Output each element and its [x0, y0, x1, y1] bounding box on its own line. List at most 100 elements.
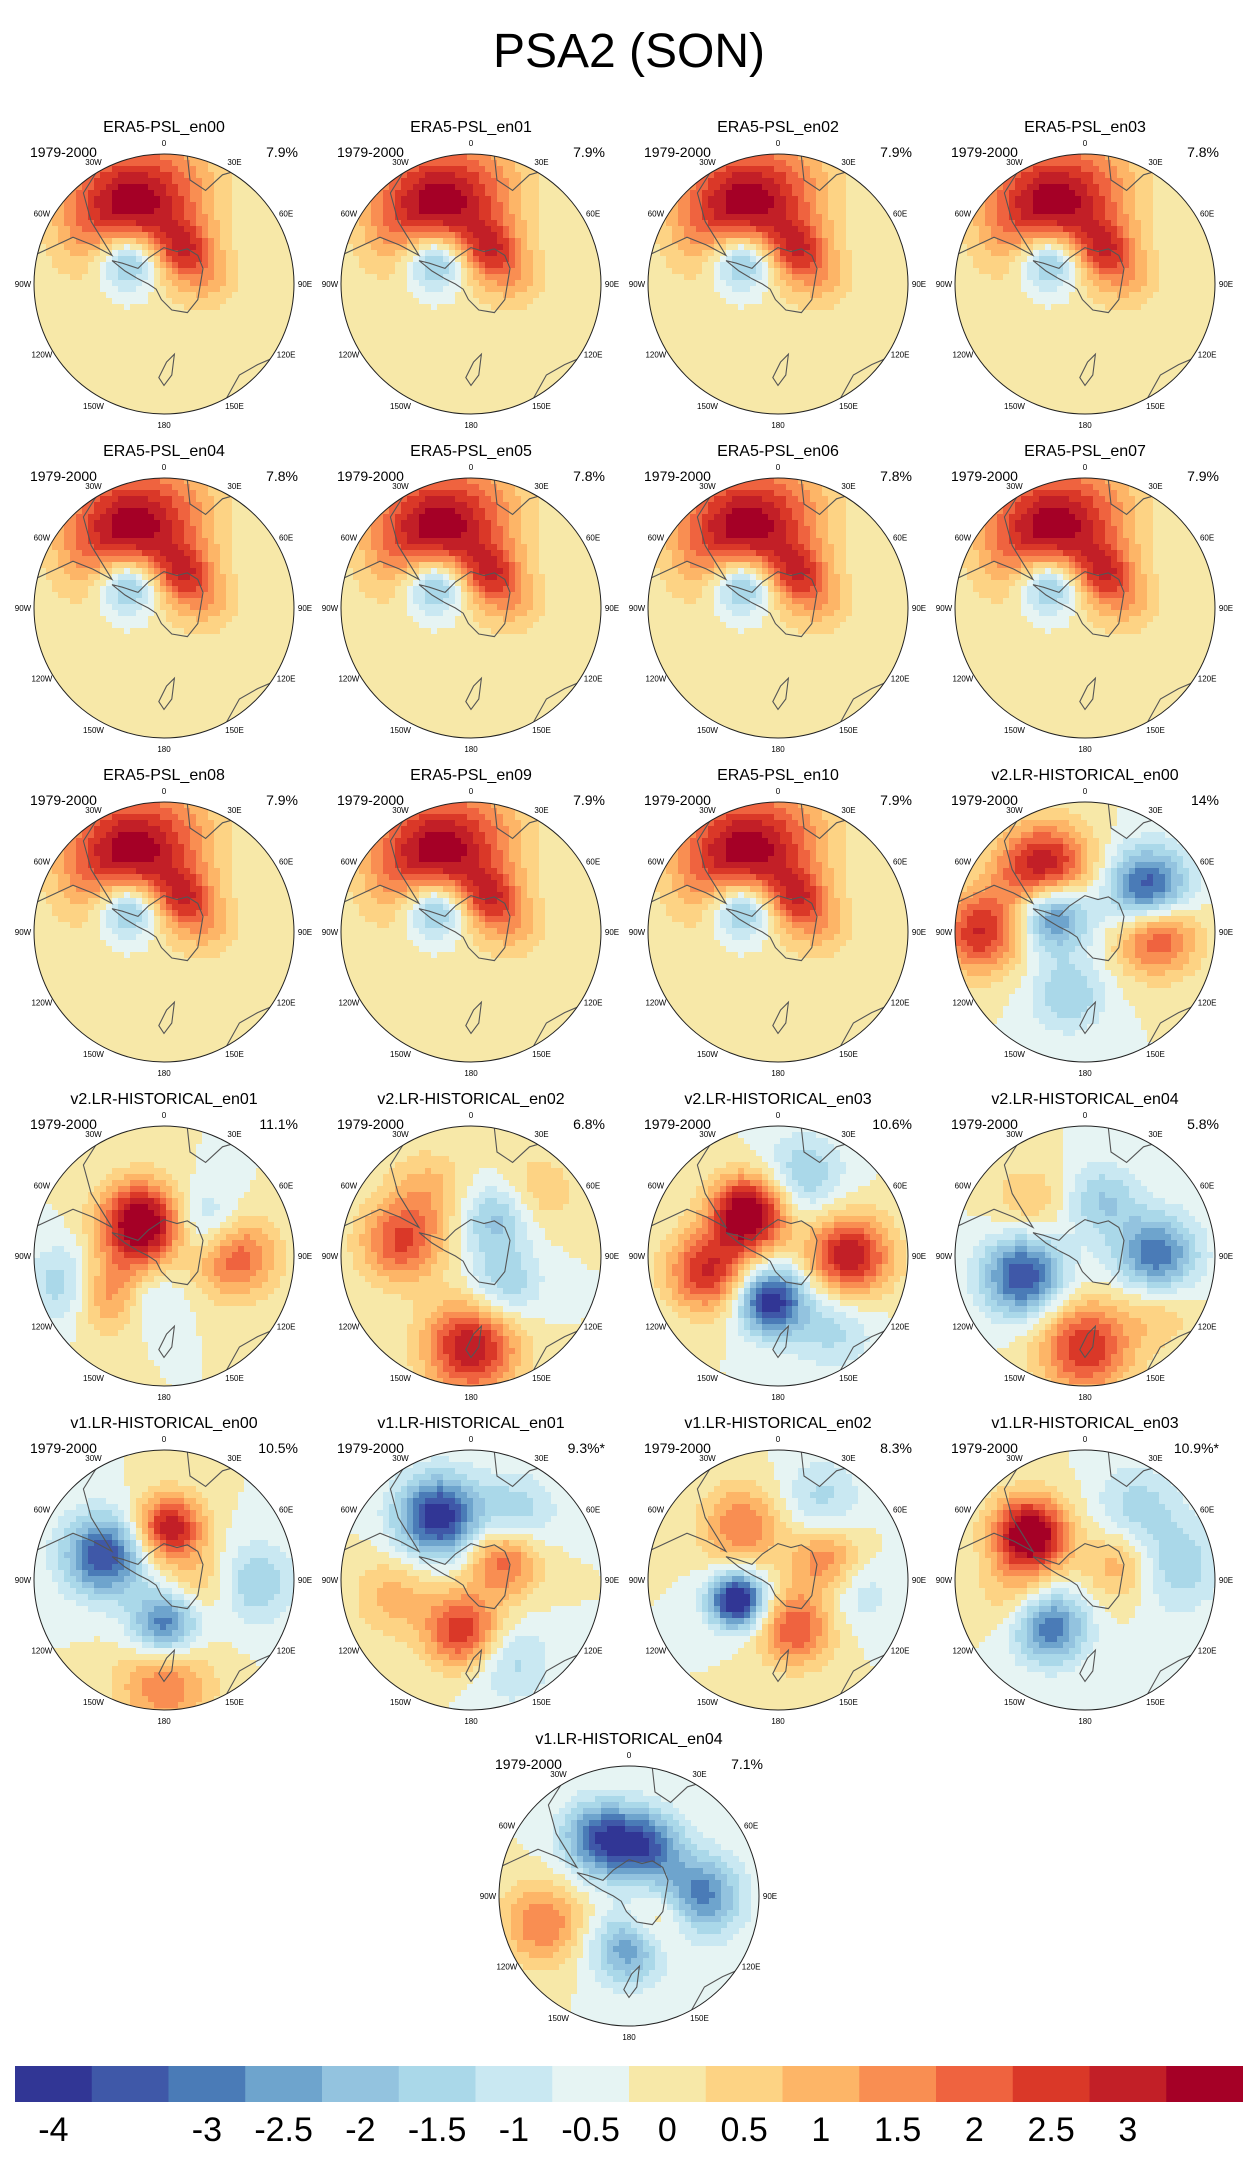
- field-cell: [816, 400, 823, 407]
- field-cell: [810, 226, 817, 233]
- field-cell: [190, 280, 197, 287]
- field-cell: [106, 298, 113, 305]
- field-cell: [148, 298, 155, 305]
- field-cell: [834, 316, 841, 323]
- field-cell: [401, 256, 408, 263]
- field-cell: [509, 304, 516, 311]
- field-cell: [365, 310, 372, 317]
- field-cell: [389, 232, 396, 239]
- field-cell: [371, 346, 378, 353]
- field-cell: [551, 304, 558, 311]
- field-cell: [1063, 160, 1070, 167]
- field-cell: [142, 154, 149, 161]
- field-cell: [545, 358, 552, 365]
- field-cell: [419, 394, 426, 401]
- field-cell: [184, 388, 191, 395]
- field-cell: [684, 382, 691, 389]
- field-cell: [587, 304, 594, 311]
- field-cell: [786, 340, 793, 347]
- field-cell: [774, 160, 781, 167]
- field-cell: [666, 346, 673, 353]
- field-cell: [238, 280, 245, 287]
- field-cell: [479, 262, 486, 269]
- field-cell: [521, 178, 528, 185]
- field-cell: [389, 346, 396, 353]
- field-cell: [515, 358, 522, 365]
- field-cell: [250, 214, 257, 221]
- field-cell: [666, 304, 673, 311]
- field-cell: [515, 352, 522, 359]
- field-cell: [214, 220, 221, 227]
- field-cell: [40, 286, 47, 293]
- field-cell: [473, 340, 480, 347]
- field-cell: [190, 202, 197, 209]
- field-cell: [142, 172, 149, 179]
- field-cell: [250, 370, 257, 377]
- field-cell: [274, 286, 281, 293]
- field-cell: [118, 394, 125, 401]
- field-cell: [473, 262, 480, 269]
- field-cell: [726, 304, 733, 311]
- field-cell: [738, 160, 745, 167]
- field-cell: [708, 292, 715, 299]
- field-cell: [244, 340, 251, 347]
- field-cell: [822, 340, 829, 347]
- field-cell: [780, 244, 787, 251]
- field-cell: [539, 382, 546, 389]
- field-cell: [479, 226, 486, 233]
- field-cell: [166, 322, 173, 329]
- field-cell: [136, 400, 143, 407]
- field-cell: [804, 286, 811, 293]
- field-cell: [750, 376, 757, 383]
- field-cell: [160, 376, 167, 383]
- map-border: [647, 153, 909, 415]
- field-cell: [178, 274, 185, 281]
- field-cell: [654, 250, 661, 257]
- field-cell: [232, 322, 239, 329]
- field-cell: [798, 250, 805, 257]
- field-cell: [190, 304, 197, 311]
- longitude-label: 0: [776, 139, 781, 148]
- field-cell: [852, 184, 859, 191]
- field-cell: [88, 256, 95, 263]
- field-cell: [431, 286, 438, 293]
- field-cell: [220, 280, 227, 287]
- field-cell: [840, 310, 847, 317]
- field-cell: [569, 316, 576, 323]
- field-cell: [846, 238, 853, 245]
- field-cell: [172, 184, 179, 191]
- field-cell: [696, 232, 703, 239]
- field-cell: [449, 382, 456, 389]
- field-cell: [341, 280, 348, 287]
- field-cell: [840, 358, 847, 365]
- field-cell: [768, 190, 775, 197]
- field-cell: [503, 232, 510, 239]
- field-cell: [533, 328, 540, 335]
- field-cell: [732, 262, 739, 269]
- field-cell: [726, 250, 733, 257]
- field-cell: [431, 202, 438, 209]
- field-cell: [798, 304, 805, 311]
- field-cell: [509, 166, 516, 173]
- field-cell: [726, 202, 733, 209]
- field-cell: [214, 322, 221, 329]
- field-cell: [714, 262, 721, 269]
- field-cell: [720, 298, 727, 305]
- field-cell: [870, 340, 877, 347]
- field-cell: [768, 280, 775, 287]
- field-cell: [786, 394, 793, 401]
- field-cell: [870, 376, 877, 383]
- field-cell: [220, 178, 227, 185]
- field-cell: [497, 214, 504, 221]
- field-cell: [708, 238, 715, 245]
- field-cell: [521, 352, 528, 359]
- field-cell: [828, 244, 835, 251]
- field-cell: [94, 358, 101, 365]
- field-cell: [268, 226, 275, 233]
- field-cell: [1141, 172, 1148, 179]
- field-cell: [539, 328, 546, 335]
- field-cell: [389, 190, 396, 197]
- field-cell: [539, 352, 546, 359]
- field-cell: [449, 238, 456, 245]
- field-cell: [395, 358, 402, 365]
